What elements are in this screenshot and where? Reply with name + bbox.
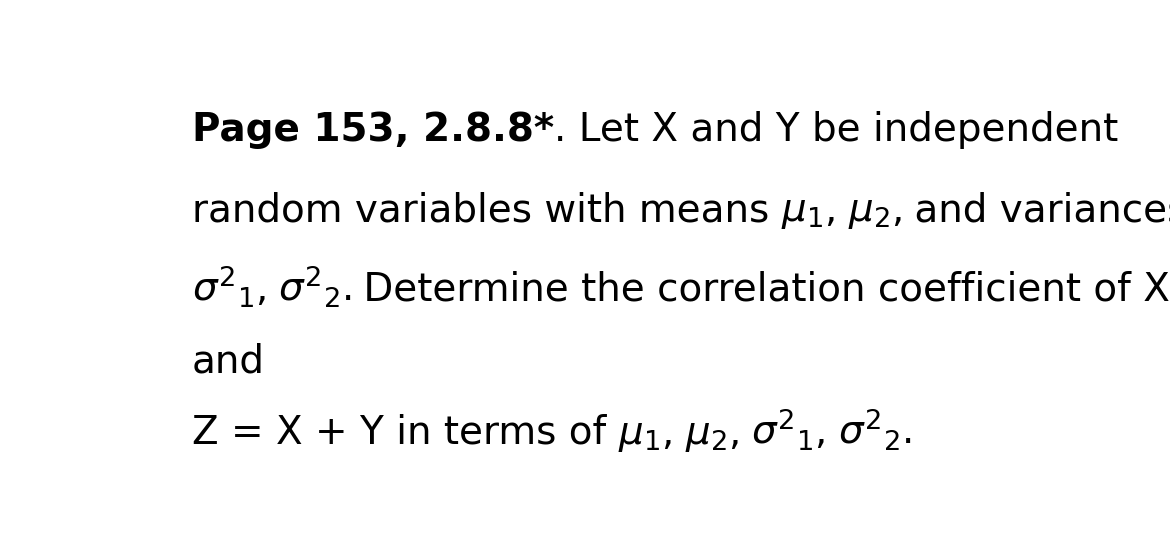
Text: random variables with means: random variables with means — [192, 191, 782, 229]
Text: and: and — [192, 342, 264, 381]
Text: $\sigma^2{}_2.$: $\sigma^2{}_2.$ — [838, 406, 911, 452]
Text: $\mu_1,$: $\mu_1,$ — [782, 193, 835, 231]
Text: Z = X + Y in terms of: Z = X + Y in terms of — [192, 414, 618, 452]
Text: . Let X and Y be independent: . Let X and Y be independent — [553, 111, 1119, 149]
Text: $\sigma^2{}_2.$: $\sigma^2{}_2.$ — [278, 263, 351, 309]
Text: $\sigma^2{}_1,$: $\sigma^2{}_1,$ — [751, 406, 825, 452]
Text: $\mu_1,$: $\mu_1,$ — [618, 416, 673, 454]
Text: and variances: and variances — [902, 191, 1170, 229]
Text: Determine the correlation coefficient of X: Determine the correlation coefficient of… — [351, 271, 1170, 309]
Text: $\sigma^2{}_1,$: $\sigma^2{}_1,$ — [192, 263, 266, 309]
Text: $\mu_2,$: $\mu_2,$ — [684, 416, 738, 454]
Text: $\mu_2,$: $\mu_2,$ — [848, 193, 902, 231]
Text: Page 153, 2.8.8*: Page 153, 2.8.8* — [192, 111, 553, 149]
